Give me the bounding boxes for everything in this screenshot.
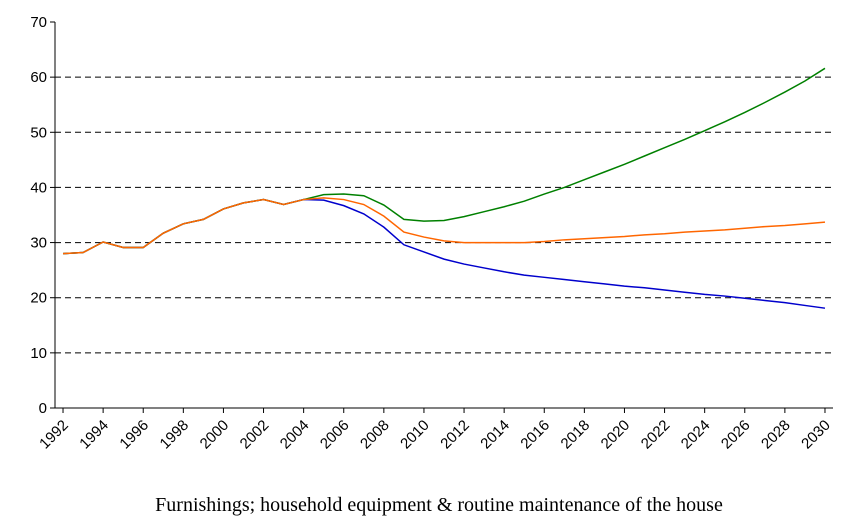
series-line (62, 198, 826, 309)
x-tick-label: 2000 (197, 417, 233, 453)
x-tick-label: 2002 (237, 417, 273, 453)
x-tick-label: 2008 (357, 417, 393, 453)
x-tick-label: 2014 (477, 417, 513, 453)
x-tick-label: 2022 (638, 417, 674, 453)
y-tick-label: 40 (30, 179, 47, 196)
y-tick-label: 30 (30, 235, 47, 252)
y-tick-label: 50 (30, 124, 47, 141)
y-tick-label: 60 (30, 69, 47, 86)
y-tick-label: 0 (39, 400, 47, 417)
x-tick-label: 2026 (718, 417, 754, 453)
x-tick-label: 2010 (397, 417, 433, 453)
x-tick-label: 2006 (317, 417, 353, 453)
x-tick-label: 2024 (678, 417, 714, 453)
x-tick-label: 2020 (598, 417, 634, 453)
x-tick-label: 1998 (157, 417, 193, 453)
x-tick-label: 2028 (758, 417, 794, 453)
x-tick-label: 1992 (36, 417, 72, 453)
x-tick-label: 1996 (116, 417, 152, 453)
x-tick-label: 1994 (76, 417, 112, 453)
chart-caption: Furnishings; household equipment & routi… (155, 494, 723, 516)
x-tick-label: 2018 (558, 417, 594, 453)
x-tick-label: 2016 (517, 417, 553, 453)
series-line (62, 197, 826, 255)
y-tick-label: 70 (30, 14, 47, 31)
x-tick-label: 2004 (277, 417, 313, 453)
x-tick-label: 2030 (798, 417, 834, 453)
y-tick-label: 10 (30, 345, 47, 362)
x-tick-label: 2012 (437, 417, 473, 453)
y-tick-label: 20 (30, 290, 47, 307)
